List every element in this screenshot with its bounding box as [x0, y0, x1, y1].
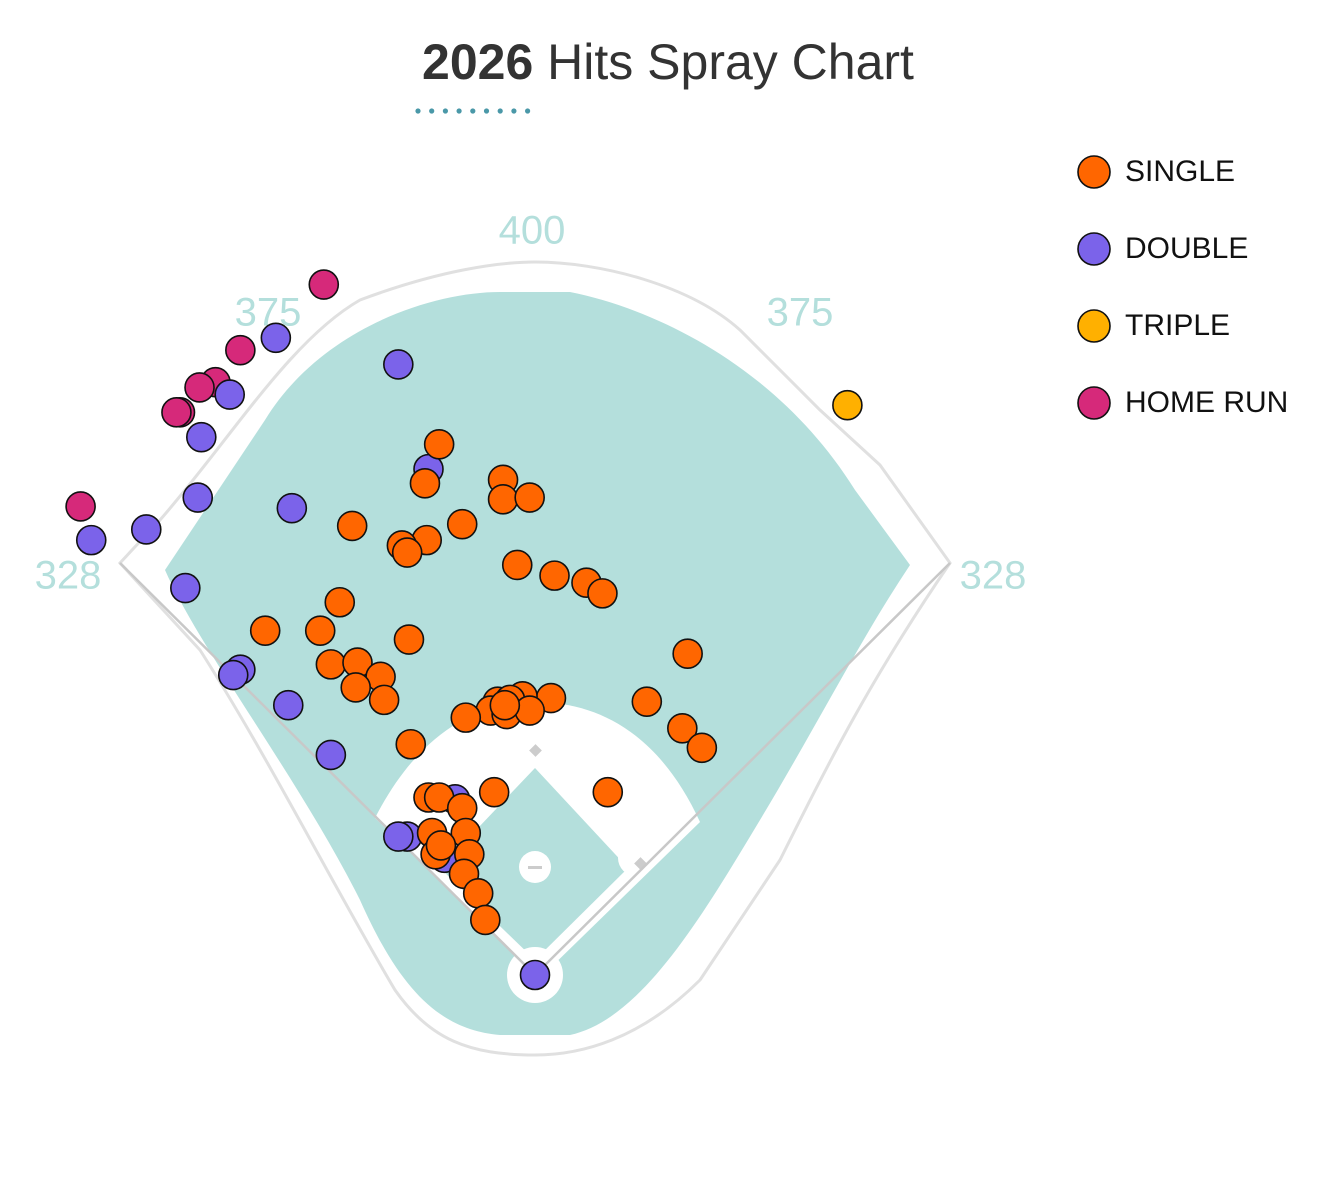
hit-point	[501, 549, 533, 581]
hit-point	[672, 638, 703, 670]
legend-marker	[1077, 309, 1111, 343]
legend-marker	[1077, 155, 1111, 189]
hit-point	[308, 269, 340, 300]
underline-dot	[483, 108, 490, 114]
hit-point	[324, 586, 356, 618]
hit-point	[304, 615, 336, 646]
legend-label: DOUBLE	[1125, 232, 1248, 265]
hit-point	[217, 659, 249, 691]
underline-dot	[497, 108, 503, 114]
hit-point	[423, 428, 455, 460]
hit-point	[667, 712, 698, 744]
hit-point	[225, 334, 256, 366]
hit-point	[182, 482, 214, 513]
hit-point	[539, 560, 570, 591]
rubber	[528, 866, 542, 869]
hit-point	[478, 776, 510, 808]
hit-point	[587, 578, 618, 609]
underline-dot	[442, 108, 448, 114]
hit-point	[170, 572, 201, 604]
hit-point	[272, 689, 304, 721]
hit-point	[393, 624, 425, 655]
hit-point	[425, 830, 457, 861]
underline-dot	[525, 108, 531, 114]
hit-point	[514, 482, 545, 513]
underline-dot	[511, 108, 517, 114]
hit-point	[487, 483, 519, 515]
legend-marker	[1077, 232, 1111, 266]
foul-line	[534, 562, 951, 976]
hit-point	[832, 389, 863, 421]
legend-label: SINGLE	[1125, 155, 1235, 188]
hit-point	[514, 695, 545, 726]
hit-point	[469, 904, 501, 936]
hit-point	[340, 672, 372, 703]
distance-label: 400	[499, 209, 566, 253]
hit-point	[249, 615, 281, 646]
hit-point	[450, 702, 482, 733]
underline-dot	[470, 108, 476, 114]
hit-point	[383, 349, 414, 380]
outfield-grass	[165, 292, 910, 1035]
first-base-cut	[618, 840, 654, 876]
hit-point	[489, 689, 521, 721]
hit-point	[161, 397, 192, 428]
legend-label: TRIPLE	[1125, 309, 1230, 342]
distance-label: 328	[35, 554, 102, 598]
hit-point	[409, 468, 441, 499]
hit-point	[315, 739, 347, 771]
hit-point	[368, 684, 400, 716]
legend-label: HOME RUN	[1125, 386, 1288, 419]
title-underline	[415, 108, 531, 114]
hit-point	[631, 686, 663, 717]
hit-point	[65, 491, 96, 522]
hit-point	[75, 524, 107, 556]
hit-point	[186, 421, 217, 453]
title-text: Hits Spray Chart	[547, 34, 914, 90]
wall-outline	[117, 260, 952, 1057]
hit-point	[446, 508, 478, 540]
hit-point	[383, 821, 414, 852]
hit-point	[686, 732, 718, 764]
legend-marker	[1077, 386, 1111, 420]
hit-point	[276, 492, 308, 524]
underline-dot	[429, 108, 435, 114]
distance-label: 375	[767, 291, 834, 335]
hit-point	[315, 649, 347, 680]
underline-dot	[415, 108, 421, 114]
hit-point	[592, 776, 624, 808]
hit-point	[260, 322, 292, 354]
hit-point	[214, 379, 245, 410]
hit-point	[130, 514, 162, 545]
hit-point	[395, 728, 427, 760]
hit-point	[519, 959, 551, 991]
hit-point	[391, 537, 423, 568]
underline-dot	[456, 108, 462, 114]
distance-label: 328	[960, 554, 1027, 598]
title-year: 2026	[422, 34, 533, 90]
hit-point	[336, 510, 368, 542]
chart-title: 2026 Hits Spray Chart	[422, 34, 914, 90]
hit-point	[184, 372, 215, 403]
hit-point	[462, 878, 494, 909]
